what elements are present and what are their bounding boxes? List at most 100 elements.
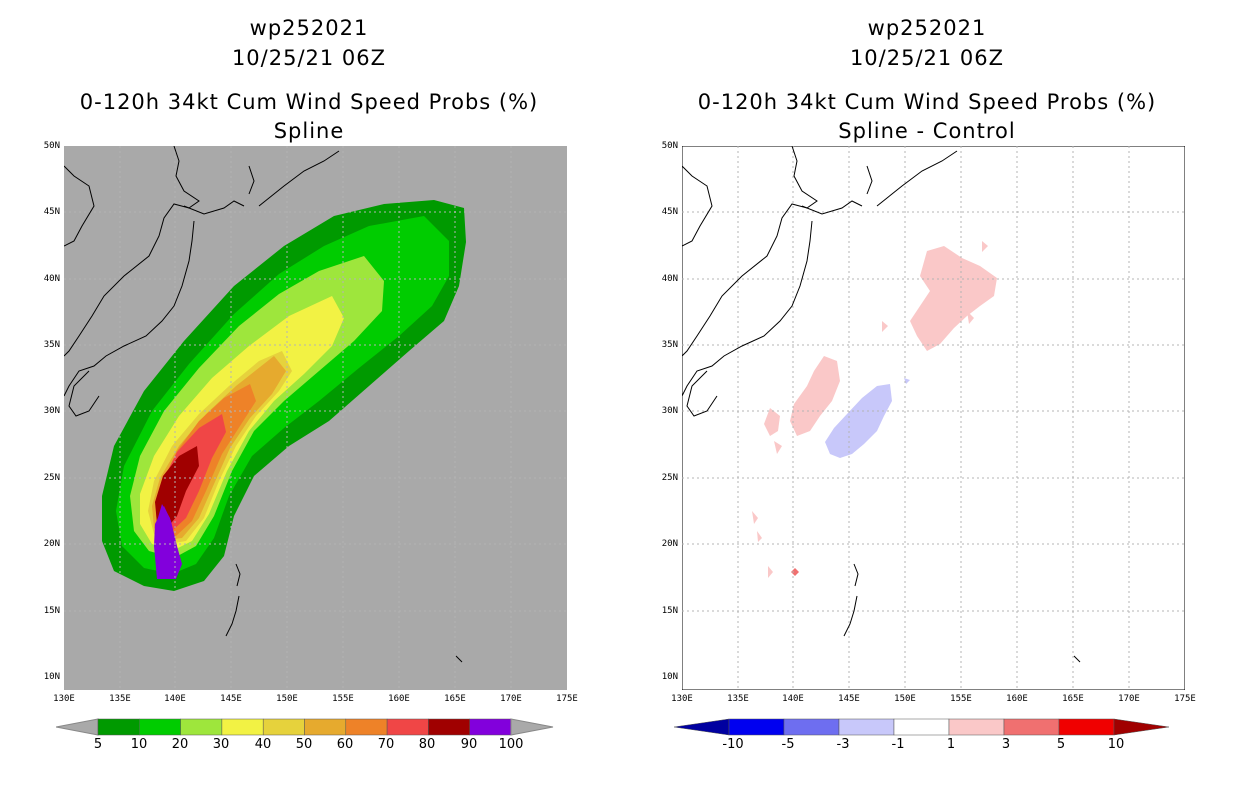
right-cbar-label-10: 10 xyxy=(1107,737,1125,752)
right-lon-label-170e: 170E xyxy=(1118,694,1140,704)
right-lat-label-35n: 35N xyxy=(661,340,678,350)
left-colorbar-cell-6 xyxy=(345,718,388,736)
right-lon-label-145e: 145E xyxy=(838,694,860,704)
right-lat-label-50n: 50N xyxy=(661,141,678,151)
left-colorbar-over-arrow xyxy=(510,718,554,736)
right-colorbar-cell-2 xyxy=(783,718,840,736)
left-colorbar-cell-2 xyxy=(180,718,223,736)
right-cbar-label-minus5: -5 xyxy=(781,737,795,752)
left-cbar-label-100: 100 xyxy=(498,737,524,752)
left-map xyxy=(64,146,567,690)
right-lon-label-175e: 175E xyxy=(1174,694,1196,704)
left-colorbar-cell-7 xyxy=(386,718,429,736)
right-lon-label-135e: 135E xyxy=(727,694,749,704)
right-lat-label-25n: 25N xyxy=(661,473,678,483)
right-lon-label-150e: 150E xyxy=(894,694,916,704)
prob-100 xyxy=(156,504,180,578)
left-colorbar-cell-4 xyxy=(262,718,305,736)
left-subtitle: Spline xyxy=(273,119,345,143)
left-cbar-label-80: 80 xyxy=(418,737,436,752)
right-colorbar-cell-6 xyxy=(1003,718,1060,736)
left-lon-label-175e: 175E xyxy=(556,694,578,704)
right-datetime: 10/25/21 06Z xyxy=(849,46,1005,70)
right-colorbar-cell-3 xyxy=(838,718,895,736)
right-panel: wp252021 10/25/21 06Z 0-120h 34kt Cum Wi… xyxy=(618,0,1236,800)
left-colorbar-under-arrow xyxy=(56,718,99,736)
left-lat-label-45n: 45N xyxy=(43,207,60,217)
left-product-title: 0-120h 34kt Cum Wind Speed Probs (%) xyxy=(79,90,539,114)
right-gridlines xyxy=(682,146,1185,690)
left-lon-label-130e: 130E xyxy=(53,694,75,704)
left-colorbar xyxy=(56,718,554,736)
right-lat-label-20n: 20N xyxy=(661,539,678,549)
right-colorbar-cell-0 xyxy=(674,718,730,736)
right-product-title: 0-120h 34kt Cum Wind Speed Probs (%) xyxy=(697,90,1157,114)
right-lat-label-15n: 15N xyxy=(661,606,678,616)
left-lon-label-145e: 145E xyxy=(220,694,242,704)
left-datetime: 10/25/21 06Z xyxy=(231,46,387,70)
right-colorbar-cell-4 xyxy=(893,718,950,736)
right-storm-id: wp252021 xyxy=(867,16,987,40)
right-lat-label-40n: 40N xyxy=(661,274,678,284)
diff-positive-peak xyxy=(791,568,799,576)
right-colorbar-cell-5 xyxy=(948,718,1005,736)
right-lon-label-155e: 155E xyxy=(950,694,972,704)
left-cbar-label-50: 50 xyxy=(295,737,313,752)
prob-80 xyxy=(155,446,199,528)
right-map-background xyxy=(682,146,1185,690)
left-cbar-label-10: 10 xyxy=(130,737,148,752)
left-cbar-label-5: 5 xyxy=(93,737,103,752)
left-colorbar-cell-9 xyxy=(469,718,512,736)
left-storm-id: wp252021 xyxy=(249,16,369,40)
right-subtitle: Spline - Control xyxy=(838,119,1016,143)
left-cbar-label-70: 70 xyxy=(377,737,395,752)
left-gridlines xyxy=(64,146,567,690)
left-lon-label-170e: 170E xyxy=(500,694,522,704)
left-cbar-label-90: 90 xyxy=(460,737,478,752)
right-lat-label-10n: 10N xyxy=(661,672,678,682)
left-colorbar-cell-3 xyxy=(221,718,264,736)
right-map xyxy=(682,146,1185,690)
left-lon-label-135e: 135E xyxy=(109,694,131,704)
right-lon-label-165e: 165E xyxy=(1062,694,1084,704)
left-lat-label-10n: 10N xyxy=(43,672,60,682)
left-cbar-label-60: 60 xyxy=(336,737,354,752)
right-colorbar xyxy=(674,718,1170,736)
right-lat-label-30n: 30N xyxy=(661,406,678,416)
left-colorbar-cell-0 xyxy=(97,718,140,736)
left-cbar-label-30: 30 xyxy=(212,737,230,752)
right-lon-label-130e: 130E xyxy=(671,694,693,704)
right-colorbar-cell-1 xyxy=(728,718,785,736)
left-lon-label-165e: 165E xyxy=(444,694,466,704)
left-colorbar-cell-1 xyxy=(139,718,181,736)
left-lat-label-40n: 40N xyxy=(43,274,60,284)
left-cbar-label-20: 20 xyxy=(171,737,189,752)
left-panel: wp252021 10/25/21 06Z 0-120h 34kt Cum Wi… xyxy=(43,16,578,752)
left-lat-label-35n: 35N xyxy=(43,340,60,350)
left-colorbar-cell-5 xyxy=(304,718,347,736)
right-cbar-label-minus10: -10 xyxy=(722,737,744,752)
left-lon-label-160e: 160E xyxy=(388,694,410,704)
left-cbar-label-40: 40 xyxy=(254,737,272,752)
left-coastlines xyxy=(64,146,463,663)
right-cbar-label-minus1: -1 xyxy=(891,737,905,752)
right-cbar-label-5: 5 xyxy=(1056,737,1066,752)
right-cbar-label-minus3: -3 xyxy=(836,737,850,752)
left-lat-label-15n: 15N xyxy=(43,606,60,616)
right-coastlines xyxy=(682,146,1081,663)
diff-positive-areas xyxy=(752,241,997,578)
right-cbar-label-1: 1 xyxy=(946,737,956,752)
right-lon-label-140e: 140E xyxy=(782,694,804,704)
left-lon-label-150e: 150E xyxy=(276,694,298,704)
right-colorbar-cell-8 xyxy=(1113,718,1170,736)
right-lat-label-45n: 45N xyxy=(661,207,678,217)
left-colorbar-cell-8 xyxy=(428,718,470,736)
left-lat-label-30n: 30N xyxy=(43,406,60,416)
right-lon-label-160e: 160E xyxy=(1006,694,1028,704)
left-lat-label-25n: 25N xyxy=(43,473,60,483)
left-lon-label-140e: 140E xyxy=(164,694,186,704)
left-lon-label-155e: 155E xyxy=(332,694,354,704)
right-colorbar-cell-7 xyxy=(1058,718,1115,736)
left-lat-label-50n: 50N xyxy=(43,141,60,151)
left-lat-label-20n: 20N xyxy=(43,539,60,549)
